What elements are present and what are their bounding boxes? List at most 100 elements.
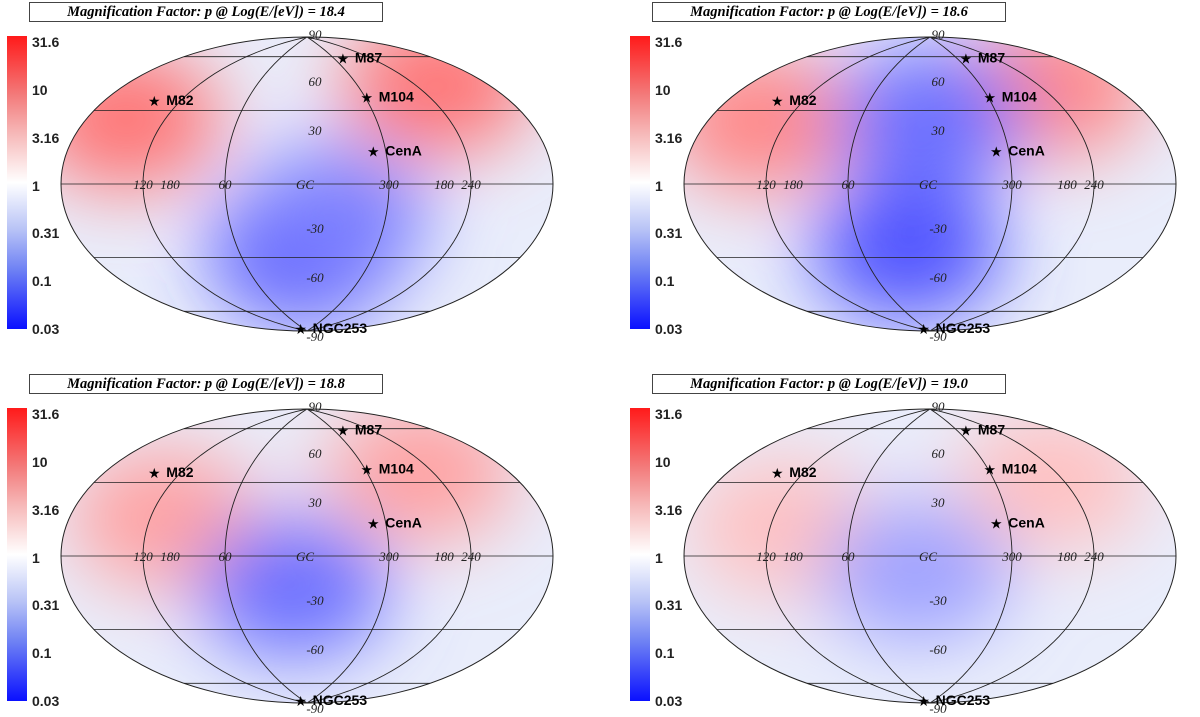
- source-label: NGC253: [313, 692, 368, 708]
- heatmap-region: [342, 37, 533, 155]
- longitude-label: GC: [296, 177, 314, 192]
- colorbar-tick-label: 0.1: [655, 273, 675, 290]
- longitude-label: 300: [378, 549, 399, 564]
- source-label: M104: [379, 460, 414, 476]
- source-label: M87: [355, 50, 382, 66]
- source-label: M104: [1002, 88, 1037, 104]
- colorbar: [7, 408, 27, 701]
- longitude-label: 180: [1057, 177, 1077, 192]
- heatmap-region: [68, 447, 259, 588]
- longitude-label: GC: [919, 177, 937, 192]
- panel-title: Magnification Factor: p @ Log(E/[eV]) = …: [29, 374, 383, 394]
- heatmap-region: [812, 179, 1003, 320]
- meridian-line: [306, 36, 390, 332]
- colorbar-tick-label: 0.03: [32, 693, 60, 709]
- meridian-line: [142, 36, 308, 332]
- longitude-label: 240: [461, 549, 481, 564]
- latitude-label: 60: [932, 446, 946, 461]
- source-marker: ★: [917, 321, 930, 337]
- longitude-label: 300: [1001, 549, 1022, 564]
- source-label: CenA: [1008, 514, 1045, 530]
- source-marker: ★: [771, 93, 784, 109]
- latitude-label: -30: [929, 593, 947, 608]
- meridian-line: [765, 36, 931, 332]
- meridian-line: [224, 36, 308, 332]
- meridian-line: [847, 36, 931, 332]
- colorbar-tick-label: 0.03: [655, 693, 683, 709]
- colorbar-tick-label: 0.1: [32, 273, 52, 290]
- latitude-label: 60: [309, 446, 323, 461]
- colorbar-tick-label: 31.6: [655, 406, 683, 422]
- colorbar-tick-label: 0.1: [655, 645, 675, 662]
- source-label: M87: [355, 422, 382, 438]
- colorbar-tick-label: 0.31: [32, 597, 60, 614]
- latitude-label: -60: [929, 270, 947, 285]
- latitude-label: 30: [308, 123, 323, 138]
- colorbar-tick-label: 3.16: [655, 501, 683, 518]
- source-marker: ★: [148, 93, 161, 109]
- meridian-line: [929, 36, 1095, 332]
- skymap-panel-2: Magnification Factor: p @ Log(E/[eV]) = …: [0, 372, 590, 717]
- source-label: NGC253: [936, 692, 991, 708]
- longitude-label: 180: [434, 549, 454, 564]
- colorbar-tick-label: 31.6: [32, 406, 60, 422]
- latitude-label: 60: [932, 74, 946, 89]
- colorbar-tick-label: 10: [32, 81, 48, 98]
- meridian-line: [142, 408, 308, 704]
- sky-outline: [60, 36, 554, 332]
- latitude-label: 30: [931, 123, 946, 138]
- longitude-label: 60: [842, 177, 856, 192]
- sky-outline: [683, 36, 1177, 332]
- longitude-label: 300: [378, 177, 399, 192]
- source-marker: ★: [337, 51, 350, 67]
- heatmap-region: [821, 502, 1012, 643]
- source-marker: ★: [983, 89, 996, 105]
- latitude-label: 90: [309, 27, 323, 42]
- skymap-panel-3: Magnification Factor: p @ Log(E/[eV]) = …: [623, 372, 1200, 717]
- longitude-label: 120: [756, 549, 776, 564]
- colorbar-tick-label: 0.03: [655, 321, 683, 337]
- colorbar-tick-label: 0.03: [32, 321, 60, 337]
- colorbar-tick-label: 31.6: [655, 34, 683, 50]
- latitude-label: -30: [306, 221, 324, 236]
- latitude-label: 90: [932, 27, 946, 42]
- source-marker: ★: [294, 693, 307, 709]
- source-label: M82: [166, 464, 193, 480]
- colorbar-tick-label: 0.31: [655, 225, 683, 242]
- colorbar: [630, 36, 650, 329]
- source-label: CenA: [385, 142, 422, 158]
- colorbar-tick-label: 3.16: [655, 129, 683, 146]
- meridian-line: [929, 408, 1013, 704]
- meridian-line: [306, 408, 390, 704]
- latitude-label: -60: [306, 270, 324, 285]
- colorbar-tick-label: 0.31: [655, 597, 683, 614]
- colorbar-tick-label: 10: [655, 453, 671, 470]
- meridian-line: [765, 408, 931, 704]
- longitude-label: 240: [1084, 549, 1104, 564]
- source-label: M104: [379, 88, 414, 104]
- latitude-label: -30: [306, 593, 324, 608]
- latitude-label: 60: [309, 74, 323, 89]
- latitude-label: -90: [929, 329, 947, 344]
- meridian-line: [224, 408, 308, 704]
- colorbar: [7, 36, 27, 329]
- colorbar-tick-label: 1: [655, 177, 663, 194]
- source-marker: ★: [367, 515, 380, 531]
- colorbar-tick-label: 0.31: [32, 225, 60, 242]
- latitude-label: 30: [931, 495, 946, 510]
- source-label: NGC253: [936, 320, 991, 336]
- colorbar-tick-label: 3.16: [32, 129, 60, 146]
- colorbar: [630, 408, 650, 701]
- heatmap-region: [238, 146, 429, 287]
- colorbar-tick-label: 10: [32, 453, 48, 470]
- latitude-label: 30: [308, 495, 323, 510]
- latitude-label: 90: [309, 399, 323, 414]
- longitude-label: 180: [434, 177, 454, 192]
- longitude-label: 180: [1057, 549, 1077, 564]
- source-marker: ★: [337, 423, 350, 439]
- source-label: CenA: [1008, 142, 1045, 158]
- source-marker: ★: [294, 321, 307, 337]
- meridian-line: [306, 36, 472, 332]
- longitude-label: 300: [1001, 177, 1022, 192]
